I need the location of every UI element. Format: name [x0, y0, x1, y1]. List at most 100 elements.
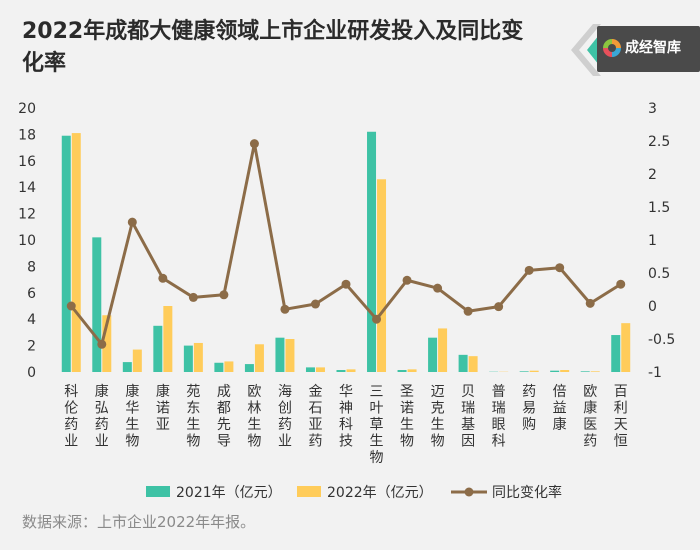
rate-point	[188, 292, 198, 302]
category-label: 欧康医药	[583, 384, 597, 450]
page-title: 2022年成都大健康领域上市企业研发投入及同比变化率	[22, 19, 524, 76]
right-axis: -1 -0.5 0 0.5 1 1.5 2 2.5 3	[648, 101, 675, 381]
left-tick-label: 18	[18, 127, 36, 143]
category-label: 圣诺生物	[400, 384, 414, 450]
category-label: 倍益康	[553, 384, 567, 433]
category-label: 海创药业	[278, 384, 292, 450]
right-tick-label: -1	[648, 365, 662, 381]
right-tick-label: 0	[648, 299, 657, 315]
bar-2021	[122, 362, 132, 372]
bar-2021	[580, 371, 590, 372]
category-label: 康华生物	[125, 383, 139, 450]
bar-2021	[397, 370, 407, 372]
right-tick-label: 0.5	[648, 266, 670, 282]
rate-point	[402, 275, 412, 285]
bar-2022	[346, 369, 356, 372]
category-label: 欧林生物	[247, 384, 261, 450]
logo-icon	[603, 39, 621, 57]
left-axis: 0 2 4 6 8 10 12 14 16 18 20	[18, 101, 36, 381]
category-label: 三叶草生物	[370, 384, 384, 466]
bar-2021	[519, 371, 529, 372]
category-label: 科伦药业	[64, 384, 78, 450]
rate-point	[219, 290, 229, 300]
bar-2021	[153, 325, 163, 372]
bar-2021	[275, 337, 285, 372]
legend-swatch-2022	[297, 486, 321, 497]
bar-2022	[254, 344, 264, 372]
bars	[61, 131, 631, 372]
rate-point	[97, 339, 107, 349]
left-tick-label: 14	[18, 180, 36, 196]
rate-line-path	[70, 142, 622, 346]
category-label: 成都先导	[217, 384, 231, 450]
rate-point	[280, 304, 290, 314]
category-label: 康弘药业	[95, 383, 109, 450]
bar-2022	[315, 367, 325, 372]
bar-2022	[377, 179, 387, 372]
bar-2021	[458, 354, 468, 372]
right-tick-label: 1	[648, 233, 657, 249]
category-label: 苑东生物	[186, 384, 200, 450]
bar-2021	[305, 367, 315, 372]
category-label: 药易购	[522, 384, 536, 433]
rate-point	[341, 279, 351, 289]
rate-point	[494, 302, 504, 312]
bar-2022	[621, 323, 631, 372]
bar-2022	[468, 356, 478, 372]
bar-2022	[102, 315, 112, 372]
rate-point	[433, 283, 443, 293]
rate-point	[66, 301, 76, 311]
bar-2022	[132, 349, 142, 372]
rate-point	[372, 314, 382, 324]
bar-2021	[550, 370, 560, 372]
legend-label-2021: 2021年（亿元）	[176, 485, 282, 501]
rate-point	[249, 139, 259, 149]
data-source: 数据来源：上市企业2022年年报。	[22, 513, 256, 531]
legend-marker-rate	[464, 487, 474, 497]
bar-2021	[92, 237, 102, 372]
left-tick-label: 0	[27, 365, 36, 381]
bar-2022	[438, 328, 448, 372]
right-tick-label: 2	[648, 167, 657, 183]
left-tick-label: 16	[18, 154, 36, 170]
left-tick-label: 4	[27, 312, 36, 328]
bar-2021	[61, 135, 71, 372]
category-label: 金石亚药	[308, 384, 322, 450]
legend-swatch-2021	[146, 486, 170, 497]
rate-point	[310, 299, 320, 309]
bar-2022	[71, 133, 81, 372]
bar-2021	[183, 345, 193, 372]
bar-2021	[214, 362, 224, 372]
category-labels: 科伦药业 康弘药业 康华生物 康诺亚 苑东生物 成都先导 欧林生物 海创药业 金石亚药 华神科技 三…	[64, 383, 627, 466]
bar-2021	[428, 337, 438, 372]
bar-2022	[285, 339, 295, 372]
brand-logo: 成经智库	[565, 24, 700, 76]
left-tick-label: 6	[27, 286, 36, 302]
bar-2022	[590, 371, 600, 372]
rate-point	[616, 279, 626, 289]
right-tick-label: 3	[648, 101, 657, 117]
rate-point	[127, 217, 137, 227]
rate-point	[463, 306, 473, 316]
bar-2022	[407, 369, 417, 372]
category-label: 百利天恒	[614, 384, 628, 450]
logo-text: 成经智库	[625, 40, 681, 56]
right-tick-label: -0.5	[648, 332, 675, 348]
category-label: 普瑞眼科	[492, 384, 506, 450]
left-tick-label: 10	[18, 233, 36, 249]
legend-label-rate: 同比变化率	[492, 484, 562, 501]
rate-point	[158, 273, 168, 283]
left-tick-label: 12	[18, 207, 36, 223]
category-label: 贝瑞基因	[461, 384, 475, 450]
right-tick-label: 1.5	[648, 200, 670, 216]
legend-label-2022: 2022年（亿元）	[327, 485, 433, 501]
bar-2021	[367, 131, 377, 372]
rate-point	[585, 298, 595, 308]
bar-2022	[529, 370, 539, 372]
right-tick-label: 2.5	[648, 134, 670, 150]
bar-2022	[163, 306, 173, 372]
rate-line	[66, 139, 626, 349]
left-tick-label: 2	[27, 339, 36, 355]
left-tick-label: 8	[27, 259, 36, 275]
